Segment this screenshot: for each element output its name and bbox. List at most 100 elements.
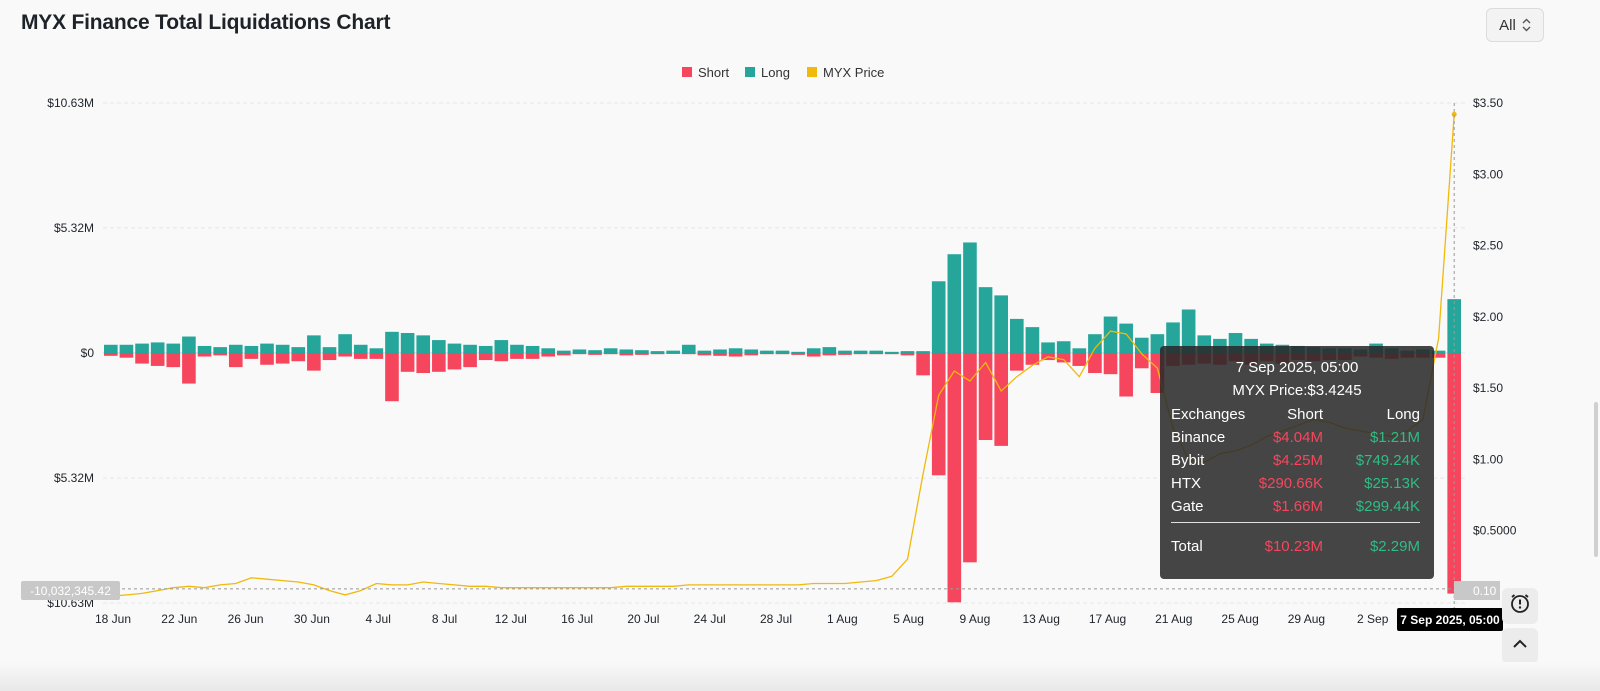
long-bar [666,350,680,353]
legend-swatch [807,67,817,77]
short-bar [322,353,337,361]
short-bar [713,353,727,356]
long-bar [760,350,774,353]
long-bar [697,350,712,353]
short-bar [260,353,274,365]
long-bar [572,349,587,353]
price-alert-button[interactable] [1502,588,1538,624]
long-bar [478,345,493,353]
y-right-tick-label: $1.50 [1473,381,1503,395]
long-bar [916,351,930,353]
y-left-tick-label: $0 [81,346,95,360]
legend-label: MYX Price [823,65,884,80]
short-bar [697,353,712,356]
chart-tooltip: 7 Sep 2025, 05:00 MYX Price:$3.4245 Exch… [1160,346,1434,579]
scroll-top-button[interactable] [1502,628,1538,664]
x-tick-label: 5 Aug [893,612,924,626]
long-bar [853,350,868,353]
x-tick-label: 30 Jun [294,612,330,626]
short-bar [228,353,243,368]
long-bar [150,342,165,353]
short-bar [900,353,915,356]
long-bar [541,348,555,353]
legend-label: Long [761,65,790,80]
long-bar [713,349,727,353]
long-bar [1103,316,1118,353]
x-tick-label: 28 Jul [760,612,792,626]
y-right-tick-label: $3.50 [1473,96,1503,110]
long-bar [463,344,477,353]
short-bar [775,353,790,355]
long-bar [244,345,259,353]
page-title: MYX Finance Total Liquidations Chart [21,11,391,34]
crosshair-y-label-bg [21,581,120,600]
long-bar [728,348,743,353]
long-bar [1025,327,1040,353]
x-tick-label: 12 Jul [495,612,527,626]
short-bar [1072,353,1087,366]
short-bar [588,353,602,355]
short-bar [853,353,868,355]
alert-clock-icon [1509,593,1531,620]
range-selector[interactable]: All [1486,8,1544,42]
long-bar [1072,348,1087,353]
tooltip-total-long: $2.29M [1369,538,1420,555]
short-bar [681,353,696,355]
short-bar [1134,353,1149,369]
long-bar [260,343,274,353]
short-bar [978,353,993,441]
short-bar [869,353,884,355]
x-tick-label: 18 Jun [95,612,131,626]
short-bar [244,353,259,359]
short-bar [213,353,227,356]
short-bar [525,353,540,359]
tooltip-row-bybit: Bybit $4.25M $749.24K [1171,452,1420,472]
long-bar [588,350,602,353]
tooltip-header-long: Long [1386,406,1420,423]
short-bar [603,353,618,355]
long-bar [1134,337,1149,353]
short-bar [885,353,899,355]
tooltip-short-value: $290.66K [1258,475,1323,492]
long-bar [900,351,915,353]
short-bar [572,353,587,355]
long-bar [400,333,415,353]
tooltip-header-short: Short [1287,406,1323,423]
short-bar [1431,353,1446,358]
short-bar [1088,353,1102,373]
short-bar [463,353,477,368]
x-tick-label: 2 Sep [1357,612,1389,626]
long-bar [197,345,212,353]
short-bar [307,353,321,371]
short-bar [135,353,149,364]
short-bar [119,353,134,358]
crosshair-x-label-bg [1397,608,1503,631]
long-bar [432,340,446,353]
long-bar [619,349,634,353]
tooltip-exchange: HTX [1171,475,1201,492]
x-tick-label: 21 Aug [1155,612,1192,626]
y-left-tick-label: $10.63M [47,96,94,110]
short-bar [931,353,946,476]
short-bar [400,353,415,372]
page-scrollbar[interactable] [1594,402,1598,557]
short-bar [510,353,524,359]
tooltip-long-value: $1.21M [1369,429,1420,446]
x-tick-label: 20 Jul [627,612,659,626]
y-left-tick-label: $5.32M [54,471,94,485]
y-right-tick-label: $1.00 [1473,452,1503,466]
price-marker [1451,111,1457,117]
tooltip-long-value: $749.24K [1355,452,1420,469]
x-tick-label: 16 Jul [561,612,593,626]
chevron-updown-icon [1522,18,1531,32]
tooltip-short-value: $1.66M [1272,498,1323,515]
short-bar [104,353,118,356]
short-bar [541,353,555,357]
long-bar [978,287,993,353]
short-bar [619,353,634,356]
short-bar [1119,353,1133,397]
long-bar [275,344,290,353]
long-bar [307,335,321,353]
y-left-tick-label: $5.32M [54,221,94,235]
y-right-tick-label: $0.5000 [1473,524,1517,538]
